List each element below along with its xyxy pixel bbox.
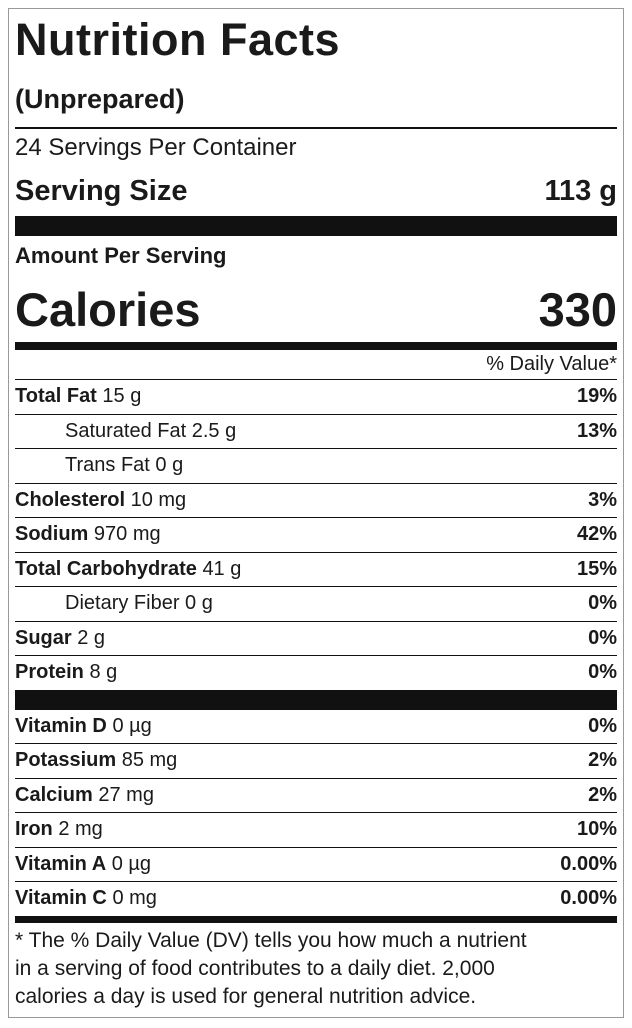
footnote-line: * The % Daily Value (DV) tells you how m… bbox=[15, 928, 527, 952]
nutrient: Protein 8 g bbox=[15, 661, 117, 684]
nutrient-row: Calcium 27 mg 2% bbox=[15, 779, 617, 813]
nutrient: Trans Fat 0 g bbox=[65, 454, 183, 477]
daily-value: 42% bbox=[576, 523, 617, 546]
nutrient: Dietary Fiber 0 g bbox=[65, 592, 213, 615]
nutrient-amount: 970 mg bbox=[93, 523, 161, 546]
nutrient-name: Total Fat bbox=[15, 385, 97, 408]
nutrient-amount: 0 µg bbox=[111, 852, 152, 875]
nutrient-row: Dietary Fiber 0 g 0% bbox=[15, 587, 617, 622]
nutrient-name: Vitamin C bbox=[15, 887, 107, 910]
nutrient: Calcium 27 mg bbox=[15, 784, 154, 807]
nutrient-name: Trans Fat bbox=[65, 454, 150, 477]
nutrient-amount: 2 g bbox=[77, 626, 106, 649]
nutrient-name: Sugar bbox=[15, 626, 72, 649]
vitamin-list: Vitamin D 0 µg 0% Potassium 85 mg 2% Calcium… bbox=[15, 710, 617, 923]
nutrient: Total Fat 15 g bbox=[15, 385, 141, 408]
title: Nutrition Facts bbox=[15, 14, 341, 65]
nutrient-amount: 41 g bbox=[202, 557, 242, 580]
nutrient-amount: 10 mg bbox=[130, 488, 187, 511]
nutrient-name: Calcium bbox=[15, 783, 93, 806]
nutrient: Iron 2 mg bbox=[15, 818, 103, 841]
nutrition-label: Nutrition Facts (Unprepared) 24 Servings… bbox=[8, 8, 624, 1018]
daily-value: 13% bbox=[576, 419, 617, 442]
nutrient: Sodium 970 mg bbox=[15, 523, 161, 546]
daily-value: 0% bbox=[588, 626, 617, 649]
nutrient-row: Vitamin C 0 mg 0.00% bbox=[15, 882, 617, 923]
nutrient-row: Vitamin A 0 µg 0.00% bbox=[15, 848, 617, 882]
nutrient-name: Dietary Fiber bbox=[65, 592, 180, 615]
nutrient-amount: 2.5 g bbox=[191, 419, 237, 442]
nutrient-name: Iron bbox=[15, 818, 53, 841]
nutrient-list: Total Fat 15 g 19% Saturated Fat 2.5 g 13% T… bbox=[15, 380, 617, 710]
nutrient: Saturated Fat 2.5 g bbox=[65, 420, 236, 443]
daily-value: 2% bbox=[588, 749, 617, 772]
daily-value-header: % Daily Value* bbox=[15, 350, 617, 380]
nutrient: Vitamin A 0 µg bbox=[15, 853, 151, 876]
nutrient-amount: 2 mg bbox=[58, 818, 103, 841]
daily-value: 10% bbox=[576, 818, 617, 841]
nutrient-amount: 15 g bbox=[102, 385, 142, 408]
nutrient-amount: 27 mg bbox=[98, 783, 154, 806]
nutrient-name: Protein bbox=[15, 661, 84, 684]
nutrient: Sugar 2 g bbox=[15, 627, 105, 650]
nutrient-amount: 85 mg bbox=[121, 749, 178, 772]
nutrient-row: Sodium 970 mg 42% bbox=[15, 518, 617, 553]
nutrient-row: Sugar 2 g 0% bbox=[15, 622, 617, 656]
daily-value: 15% bbox=[576, 557, 617, 580]
nutrient-row: Total Fat 15 g 19% bbox=[15, 380, 617, 415]
footnote-line: calories a day is used for general nutri… bbox=[15, 984, 477, 1008]
calories-label: Calories bbox=[15, 282, 201, 336]
nutrient-row: Saturated Fat 2.5 g 13% bbox=[15, 415, 617, 449]
calories-value: 330 bbox=[538, 282, 617, 336]
nutrient-amount: 0 µg bbox=[112, 714, 152, 737]
serving-size: Serving Size 113 g bbox=[15, 166, 617, 236]
daily-value: 19% bbox=[576, 385, 617, 408]
daily-value: 3% bbox=[588, 488, 617, 511]
nutrient: Vitamin D 0 µg bbox=[15, 715, 152, 738]
nutrient-row: Cholesterol 10 mg 3% bbox=[15, 484, 617, 518]
nutrient-name: Saturated Fat bbox=[65, 419, 187, 442]
nutrient-name: Sodium bbox=[15, 523, 89, 546]
nutrient-row: Trans Fat 0 g bbox=[15, 449, 617, 484]
nutrient-row: Protein 8 g 0% bbox=[15, 656, 617, 710]
servings: 24 Servings Per Container bbox=[15, 133, 297, 161]
calories: Calories 330 bbox=[15, 276, 617, 350]
nutrient-name: Total Carbohydrate bbox=[15, 557, 197, 580]
nutrient: Potassium 85 mg bbox=[15, 749, 177, 772]
daily-value: 0% bbox=[588, 714, 617, 737]
nutrient-name: Vitamin A bbox=[15, 852, 107, 875]
nutrient: Vitamin C 0 mg bbox=[15, 887, 157, 910]
nutrient-name: Cholesterol bbox=[15, 488, 126, 511]
nutrient-amount: 0 mg bbox=[112, 887, 157, 910]
daily-value: 2% bbox=[588, 783, 617, 806]
nutrient-name: Vitamin D bbox=[15, 714, 107, 737]
nutrient-amount: 0 g bbox=[185, 592, 213, 615]
nutrient: Total Carbohydrate 41 g bbox=[15, 558, 241, 581]
serving-size-label: Serving Size bbox=[15, 174, 188, 207]
daily-value: 0.00% bbox=[560, 887, 617, 910]
footnote-line: in a serving of food contributes to a da… bbox=[15, 956, 495, 980]
footnote: * The % Daily Value (DV) tells you how m… bbox=[15, 923, 617, 1011]
nutrient-row: Potassium 85 mg 2% bbox=[15, 744, 617, 779]
serving-size-value: 113 g bbox=[544, 174, 617, 207]
nutrient-name: Potassium bbox=[15, 749, 117, 772]
nutrient-amount: 0 g bbox=[155, 454, 184, 477]
nutrient-row: Iron 2 mg 10% bbox=[15, 813, 617, 848]
daily-value: 0.00% bbox=[560, 852, 617, 875]
subtitle: (Unprepared) bbox=[15, 71, 617, 129]
daily-value: 0% bbox=[588, 661, 617, 684]
nutrient-row: Vitamin D 0 µg 0% bbox=[15, 710, 617, 744]
daily-value: 0% bbox=[588, 592, 617, 615]
nutrient-row: Total Carbohydrate 41 g 15% bbox=[15, 553, 617, 587]
amount-per-serving: Amount Per Serving bbox=[15, 243, 227, 268]
nutrient: Cholesterol 10 mg bbox=[15, 489, 186, 512]
nutrient-amount: 8 g bbox=[89, 661, 118, 684]
